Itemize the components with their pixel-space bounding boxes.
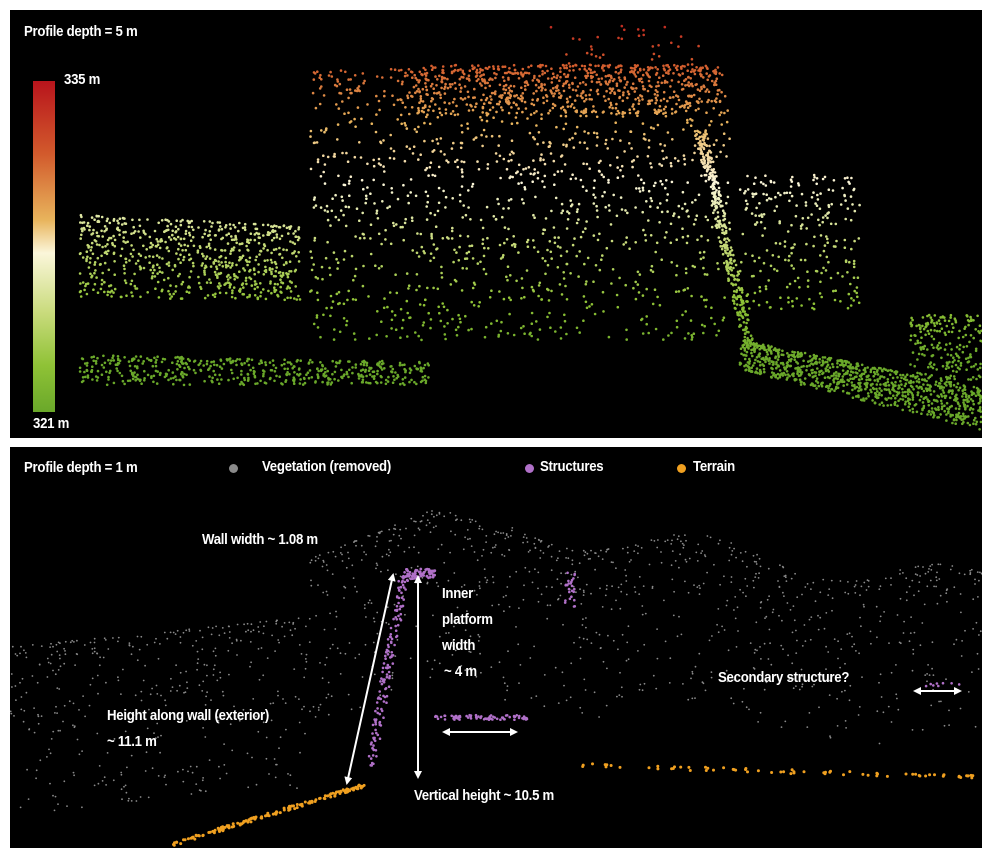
colorbar-min-label: 321 m (33, 415, 70, 432)
vegetation-points (10, 510, 982, 812)
legend-vegetation-dot (229, 464, 238, 473)
legend-structures-dot (525, 464, 534, 473)
colorbar-max-label: 335 m (64, 71, 101, 88)
top-profile-panel: Profile depth = 5 m 335 m 321 m (10, 10, 982, 438)
inner-platform-line2: platform (442, 611, 493, 628)
inner-platform-line3: width (442, 637, 476, 654)
legend-terrain-label: Terrain (693, 458, 735, 475)
elevation-points (78, 24, 982, 431)
height-along-wall-line2: ~ 11.1 m (107, 733, 157, 750)
terrain-points (172, 762, 975, 847)
top-point-cloud (78, 24, 982, 431)
secondary-structure-annotation: Secondary structure? (718, 669, 850, 686)
height-along-wall-line1: Height along wall (exterior) (107, 707, 270, 724)
inner-platform-line4: ~ 4 m (444, 663, 477, 680)
legend-structures-label: Structures (540, 458, 604, 475)
wall-width-annotation: Wall width ~ 1.08 m (202, 531, 318, 548)
bottom-profile-panel: Profile depth = 1 m Vegetation (removed)… (10, 447, 982, 848)
legend-terrain-dot (677, 464, 686, 473)
legend-vegetation-label: Vegetation (removed) (262, 458, 391, 475)
bottom-point-cloud (10, 510, 982, 847)
height-along-wall-arrow (344, 573, 396, 785)
top-profile-label: Profile depth = 5 m (24, 23, 138, 40)
inner-platform-line1: Inner (442, 585, 473, 602)
bottom-profile-label: Profile depth = 1 m (24, 459, 138, 476)
vertical-height-annotation: Vertical height ~ 10.5 m (414, 787, 555, 804)
elevation-colorbar (33, 81, 55, 412)
